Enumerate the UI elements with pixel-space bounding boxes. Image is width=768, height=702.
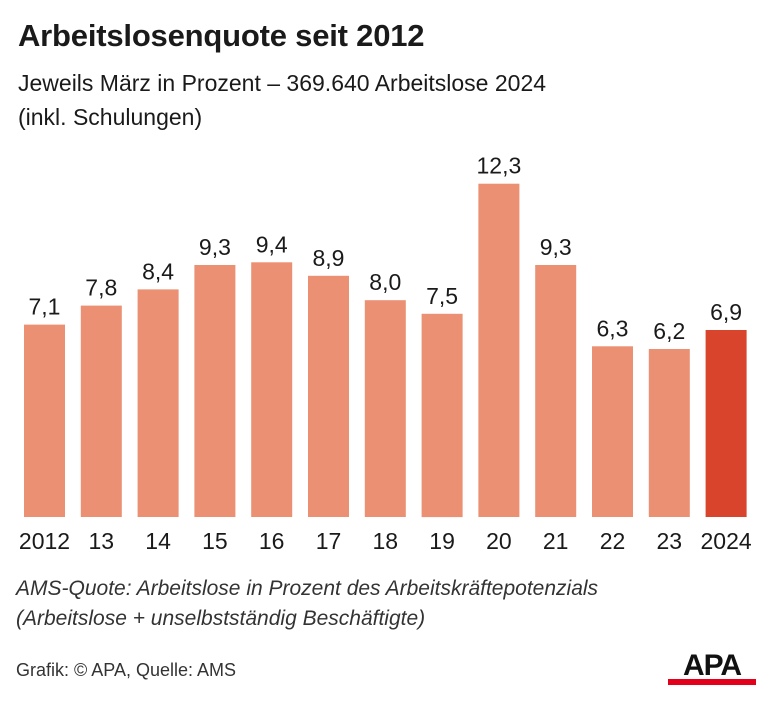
apa-logo: APA [668, 649, 756, 685]
source-credit: Grafik: © APA, Quelle: AMS [16, 660, 237, 680]
value-label-13: 7,8 [85, 275, 117, 301]
footnote: AMS-Quote: Arbeitslose in Prozent des Ar… [16, 574, 756, 634]
x-tick-22: 22 [600, 528, 626, 554]
value-label-19: 7,5 [426, 283, 458, 309]
bar-chart: 7,1 2012 7,8 13 8,4 14 9,3 15 9,4 16 8,9 17 8,0 18 7,5… [19, 153, 752, 554]
x-tick-13: 13 [89, 528, 115, 554]
footnote-line-1: AMS-Quote: Arbeitslose in Prozent des Ar… [16, 577, 599, 600]
bar-23 [648, 349, 690, 517]
x-tick-21: 21 [543, 528, 569, 554]
value-label-18: 8,0 [369, 269, 401, 295]
x-tick-14: 14 [145, 528, 171, 554]
x-tick-23: 23 [657, 528, 683, 554]
value-label-15: 9,3 [199, 234, 231, 260]
value-label-17: 8,9 [313, 245, 345, 271]
bar-16 [251, 262, 293, 517]
subtitle-line-1: Jeweils März in Prozent – 369.640 Arbeit… [18, 70, 547, 96]
x-tick-15: 15 [202, 528, 228, 554]
x-tick-2024: 2024 [701, 528, 752, 554]
apa-logo-bar [668, 679, 756, 685]
x-tick-18: 18 [373, 528, 399, 554]
bar-20 [478, 183, 520, 517]
x-tick-19: 19 [429, 528, 455, 554]
bar-17 [308, 275, 349, 517]
value-label-16: 9,4 [256, 231, 288, 257]
value-label-2012: 7,1 [29, 294, 61, 320]
value-label-2024: 6,9 [710, 299, 742, 325]
chart-title: Arbeitslosenquote seit 2012 [18, 18, 425, 53]
value-label-21: 9,3 [540, 234, 572, 260]
bar-2012 [24, 324, 65, 517]
apa-logo-text: APA [683, 649, 741, 682]
bar-22 [592, 346, 633, 517]
bar-14 [137, 289, 179, 517]
x-tick-2012: 2012 [19, 528, 70, 554]
x-tick-20: 20 [486, 528, 512, 554]
footnote-line-2: (Arbeitslose + unselbstständig Beschäfti… [16, 607, 426, 630]
bar-15 [194, 265, 236, 517]
bar-18 [364, 300, 406, 517]
value-label-14: 8,4 [142, 258, 174, 284]
x-tick-16: 16 [259, 528, 285, 554]
bar-2024 [705, 330, 747, 517]
x-tick-17: 17 [316, 528, 342, 554]
subtitle-line-2: (inkl. Schulungen) [18, 104, 203, 130]
value-label-20: 12,3 [477, 153, 522, 179]
bar-13 [80, 305, 122, 517]
bar-19 [421, 313, 463, 518]
bar-21 [535, 265, 577, 517]
value-label-23: 6,2 [653, 318, 685, 344]
value-label-22: 6,3 [597, 315, 629, 341]
chart-subtitle: Jeweils März in Prozent – 369.640 Arbeit… [18, 66, 718, 134]
